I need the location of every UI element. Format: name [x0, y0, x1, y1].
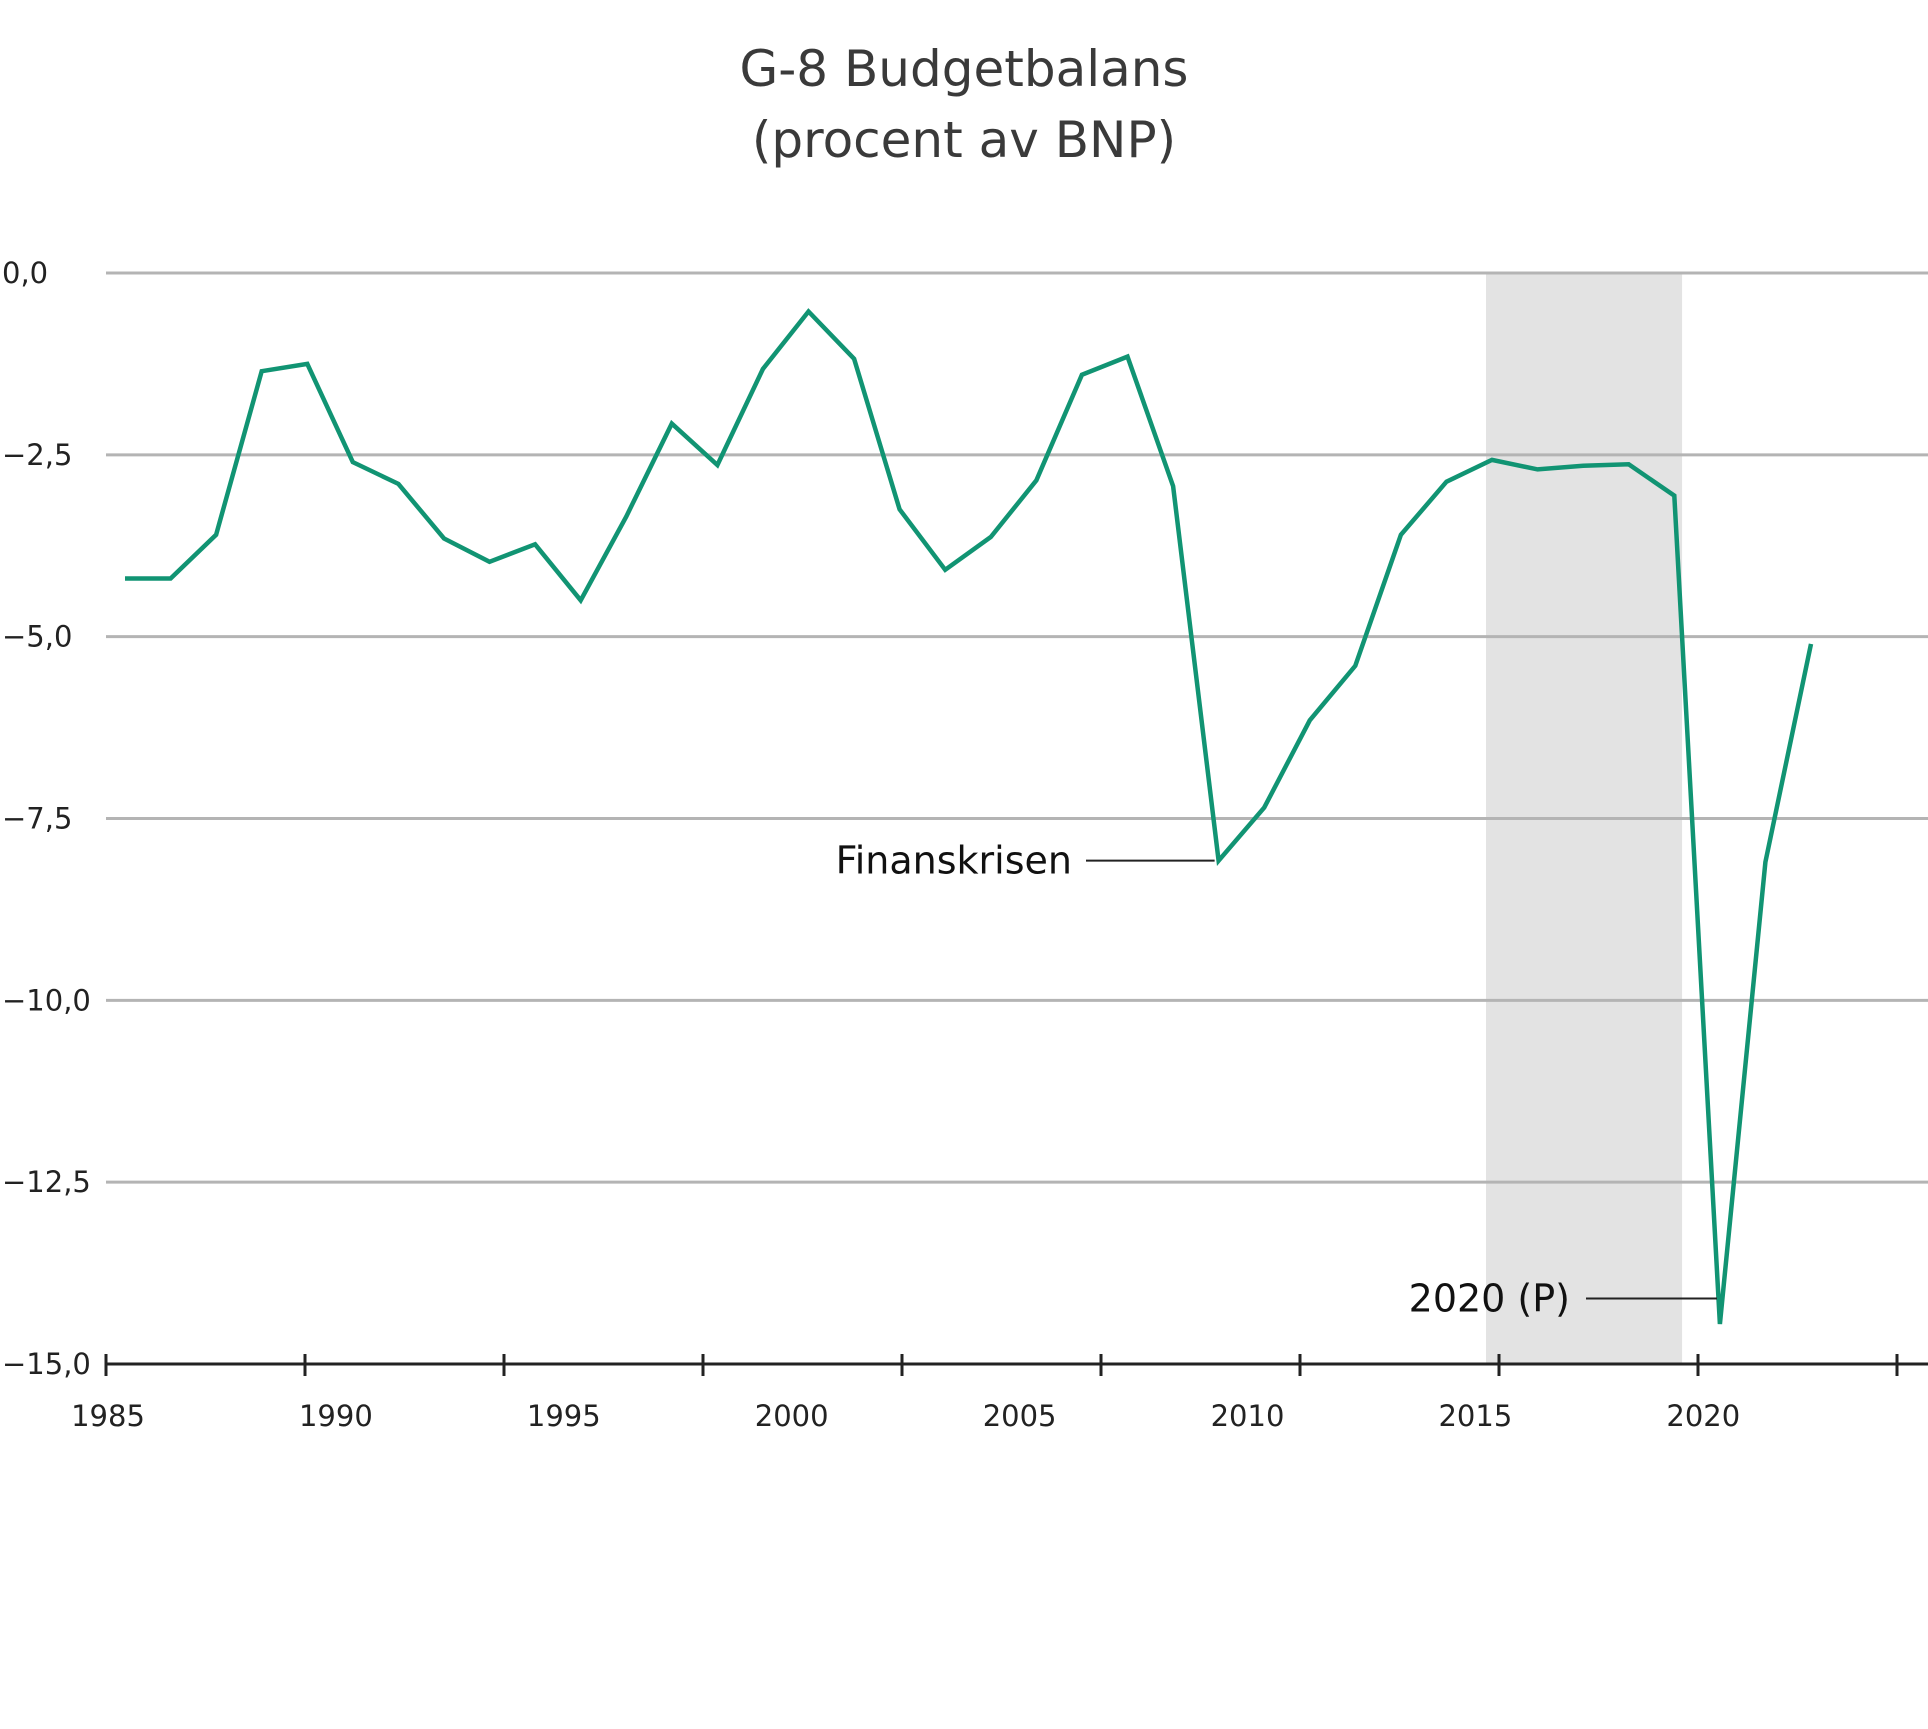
annotation-label: 2020 (P) [1409, 1277, 1570, 1321]
x-tick-label: 1995 [527, 1399, 601, 1433]
y-tick-label: 0,0 [2, 256, 48, 290]
x-tick-label: 2020 [1666, 1399, 1740, 1433]
chart-title: G-8 Budgetbalans [740, 40, 1189, 98]
x-tick-label: 2010 [1211, 1399, 1285, 1433]
x-axis [104, 1354, 1928, 1376]
annotation-label: Finanskrisen [836, 839, 1072, 883]
chart-subtitle: (procent av BNP) [752, 111, 1176, 169]
y-tick-label: −2,5 [2, 438, 72, 472]
series [125, 308, 1814, 1325]
y-tick-label: −15,0 [2, 1347, 91, 1381]
y-tick-label: −12,5 [2, 1165, 91, 1199]
annotations: Finanskrisen 2020 (P) [836, 839, 1717, 1321]
x-tick-label: 2015 [1438, 1399, 1512, 1433]
x-tick-label: 2000 [755, 1399, 829, 1433]
x-tick-label: 1990 [299, 1399, 373, 1433]
x-axis-ticks: 1985 1990 1995 2000 2005 2010 2015 2020 [71, 1399, 1740, 1433]
y-axis-ticks: 0,0 −2,5 −5,0 −7,5 −10,0 −12,5 −15,0 [2, 256, 91, 1381]
x-tick-label: 2005 [983, 1399, 1057, 1433]
y-tick-label: −10,0 [2, 983, 91, 1017]
y-tick-label: −7,5 [2, 802, 72, 836]
x-tick-label: 1985 [71, 1399, 145, 1433]
y-tick-label: −5,0 [2, 620, 72, 654]
series-line [125, 308, 1814, 1325]
gridlines [106, 271, 1928, 1184]
